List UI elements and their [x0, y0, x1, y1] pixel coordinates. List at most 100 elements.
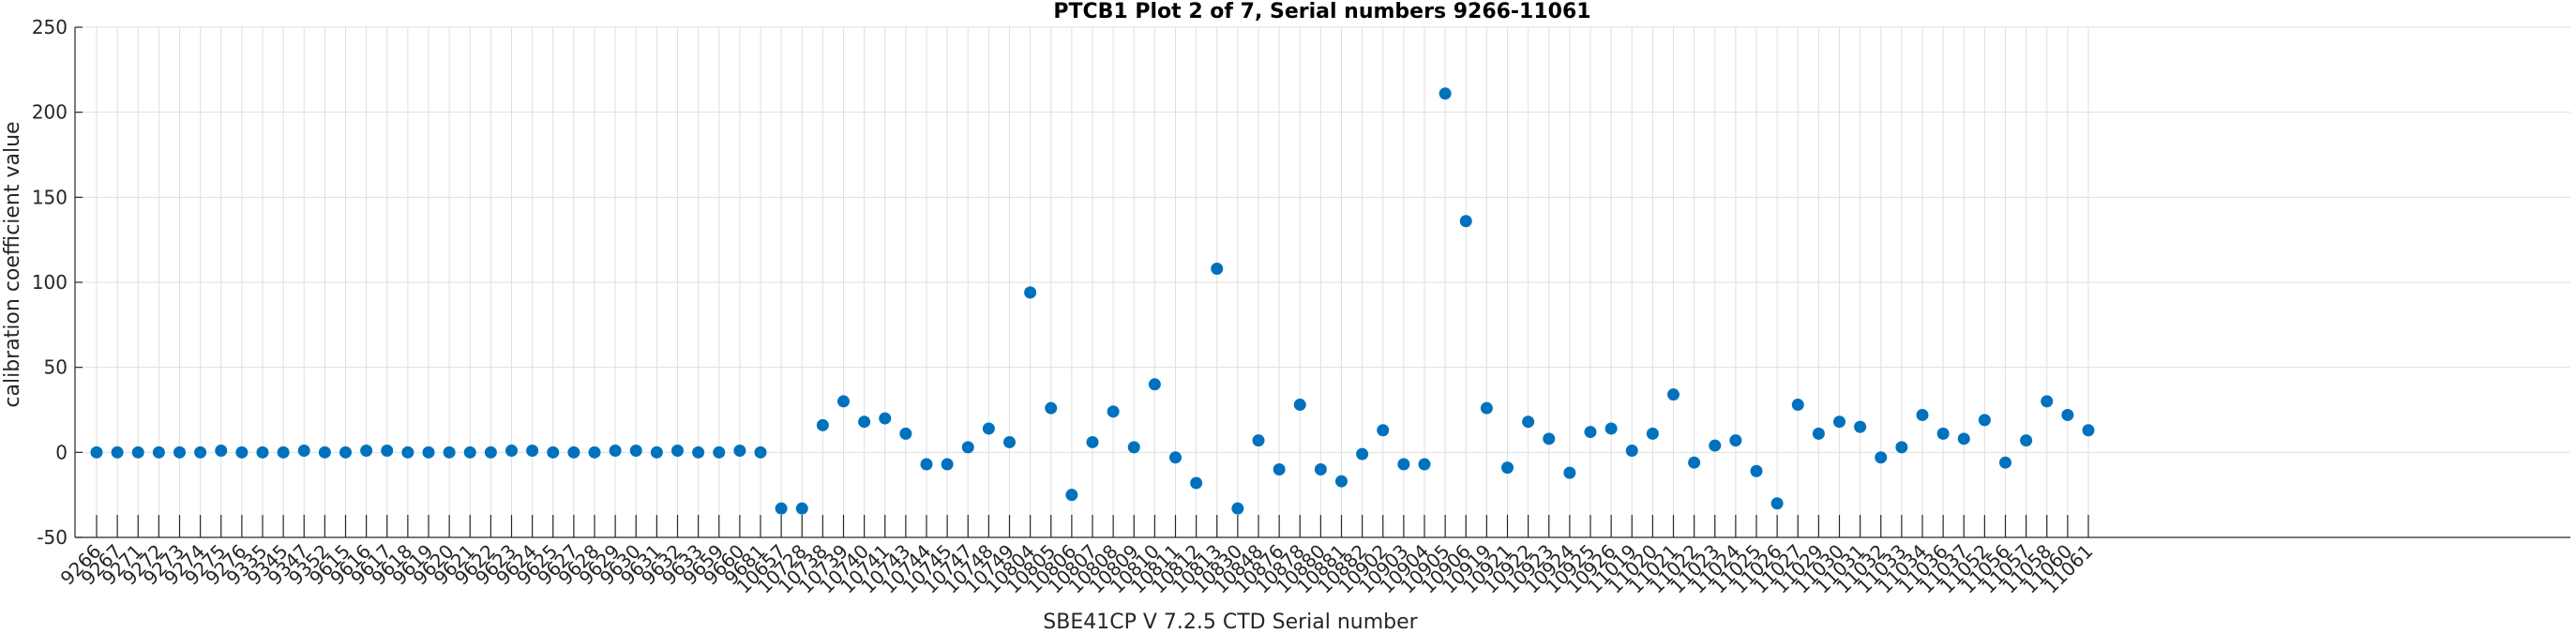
data-point: [1812, 427, 1825, 440]
x-tick-labels: 9266926792719272927392749275927693359345…: [56, 540, 2098, 598]
y-tick-label: 0: [55, 441, 68, 463]
axes: [74, 26, 2570, 538]
data-point: [277, 445, 290, 459]
data-point: [1978, 414, 1991, 427]
data-point: [775, 502, 788, 515]
data-point: [1148, 378, 1161, 391]
data-point: [1543, 432, 1556, 445]
data-point: [401, 445, 414, 459]
data-point: [1916, 408, 1929, 421]
data-point: [941, 458, 954, 471]
data-point: [567, 445, 580, 459]
data-point: [2082, 424, 2095, 437]
data-point: [1854, 420, 1867, 433]
data-point: [1709, 439, 1722, 452]
data-point: [235, 445, 249, 459]
data-point: [920, 458, 933, 471]
data-point: [360, 445, 373, 458]
data-point: [754, 445, 767, 459]
data-point: [1086, 435, 1099, 448]
data-point: [1377, 424, 1390, 437]
data-point: [1957, 432, 1970, 445]
data-point: [1667, 388, 1680, 401]
data-point: [899, 427, 912, 440]
data-point: [650, 445, 663, 459]
data-point: [152, 445, 165, 459]
grid-lines: [75, 26, 2570, 538]
data-point: [1750, 464, 1763, 477]
data-point: [1895, 441, 1908, 454]
y-tick-labels: -50 0 50 100 150 200 250: [32, 16, 68, 549]
data-point: [879, 412, 892, 425]
data-point: [1770, 497, 1784, 510]
data-point: [1875, 451, 1888, 464]
data-point: [256, 445, 269, 459]
data-point: [2061, 408, 2074, 421]
data-point: [982, 422, 995, 435]
data-point: [463, 445, 476, 459]
data-point: [1625, 445, 1638, 458]
data-point: [1397, 458, 1410, 471]
y-axis-label: calibration coefficient value: [1, 121, 24, 407]
data-point: [692, 445, 705, 459]
data-point: [1231, 502, 1244, 515]
data-point: [1127, 441, 1140, 454]
data-point: [795, 502, 808, 515]
y-tick-label: 150: [32, 186, 68, 208]
data-point: [339, 445, 352, 459]
data-point: [1936, 427, 1950, 440]
data-point: [629, 445, 642, 458]
data-point: [1999, 456, 2011, 469]
data-point: [1003, 435, 1016, 448]
y-tick-label: 200: [32, 101, 68, 124]
data-point: [1065, 489, 1078, 502]
data-point: [297, 445, 310, 458]
data-point: [422, 445, 435, 459]
data-point: [547, 445, 560, 459]
data-point: [526, 445, 539, 458]
data-points: [90, 87, 2095, 515]
data-point: [1646, 427, 1659, 440]
data-point: [1833, 415, 1845, 429]
data-point: [484, 445, 497, 459]
y-tick-label: 50: [44, 356, 68, 379]
data-point: [609, 445, 622, 458]
data-point: [713, 445, 726, 459]
y-tick-label: -50: [37, 526, 68, 549]
data-point: [1190, 476, 1203, 490]
data-point: [1791, 399, 1804, 412]
data-point: [1356, 447, 1369, 460]
data-point: [1439, 87, 1452, 100]
data-point: [90, 445, 103, 459]
data-point: [443, 445, 456, 459]
data-point: [194, 445, 207, 459]
data-point: [837, 395, 850, 408]
data-point: [1501, 461, 1514, 475]
data-point: [1273, 462, 1286, 476]
data-point: [1211, 262, 1224, 275]
chart-title: PTCB1 Plot 2 of 7, Serial numbers 9266-1…: [1053, 0, 1590, 23]
data-point: [131, 445, 144, 459]
data-point: [1335, 475, 1348, 488]
data-point: [1688, 456, 1701, 469]
data-point: [1314, 462, 1327, 476]
data-point: [1584, 426, 1597, 439]
data-point: [816, 418, 829, 431]
data-point: [111, 445, 124, 459]
data-point: [671, 445, 684, 458]
data-point: [588, 445, 601, 459]
data-point: [1045, 401, 1058, 415]
y-tick-label: 250: [32, 16, 68, 38]
data-point: [1459, 215, 1472, 228]
data-point: [1169, 451, 1182, 464]
x-axis-label: SBE41CP V 7.2.5 CTD Serial number: [1043, 611, 1418, 634]
data-point: [1293, 399, 1306, 412]
data-point: [1418, 458, 1431, 471]
data-point: [1252, 434, 1265, 447]
data-point: [215, 445, 228, 458]
data-point: [318, 445, 331, 459]
data-point: [961, 441, 974, 454]
data-point: [505, 445, 518, 458]
data-point: [733, 445, 746, 458]
